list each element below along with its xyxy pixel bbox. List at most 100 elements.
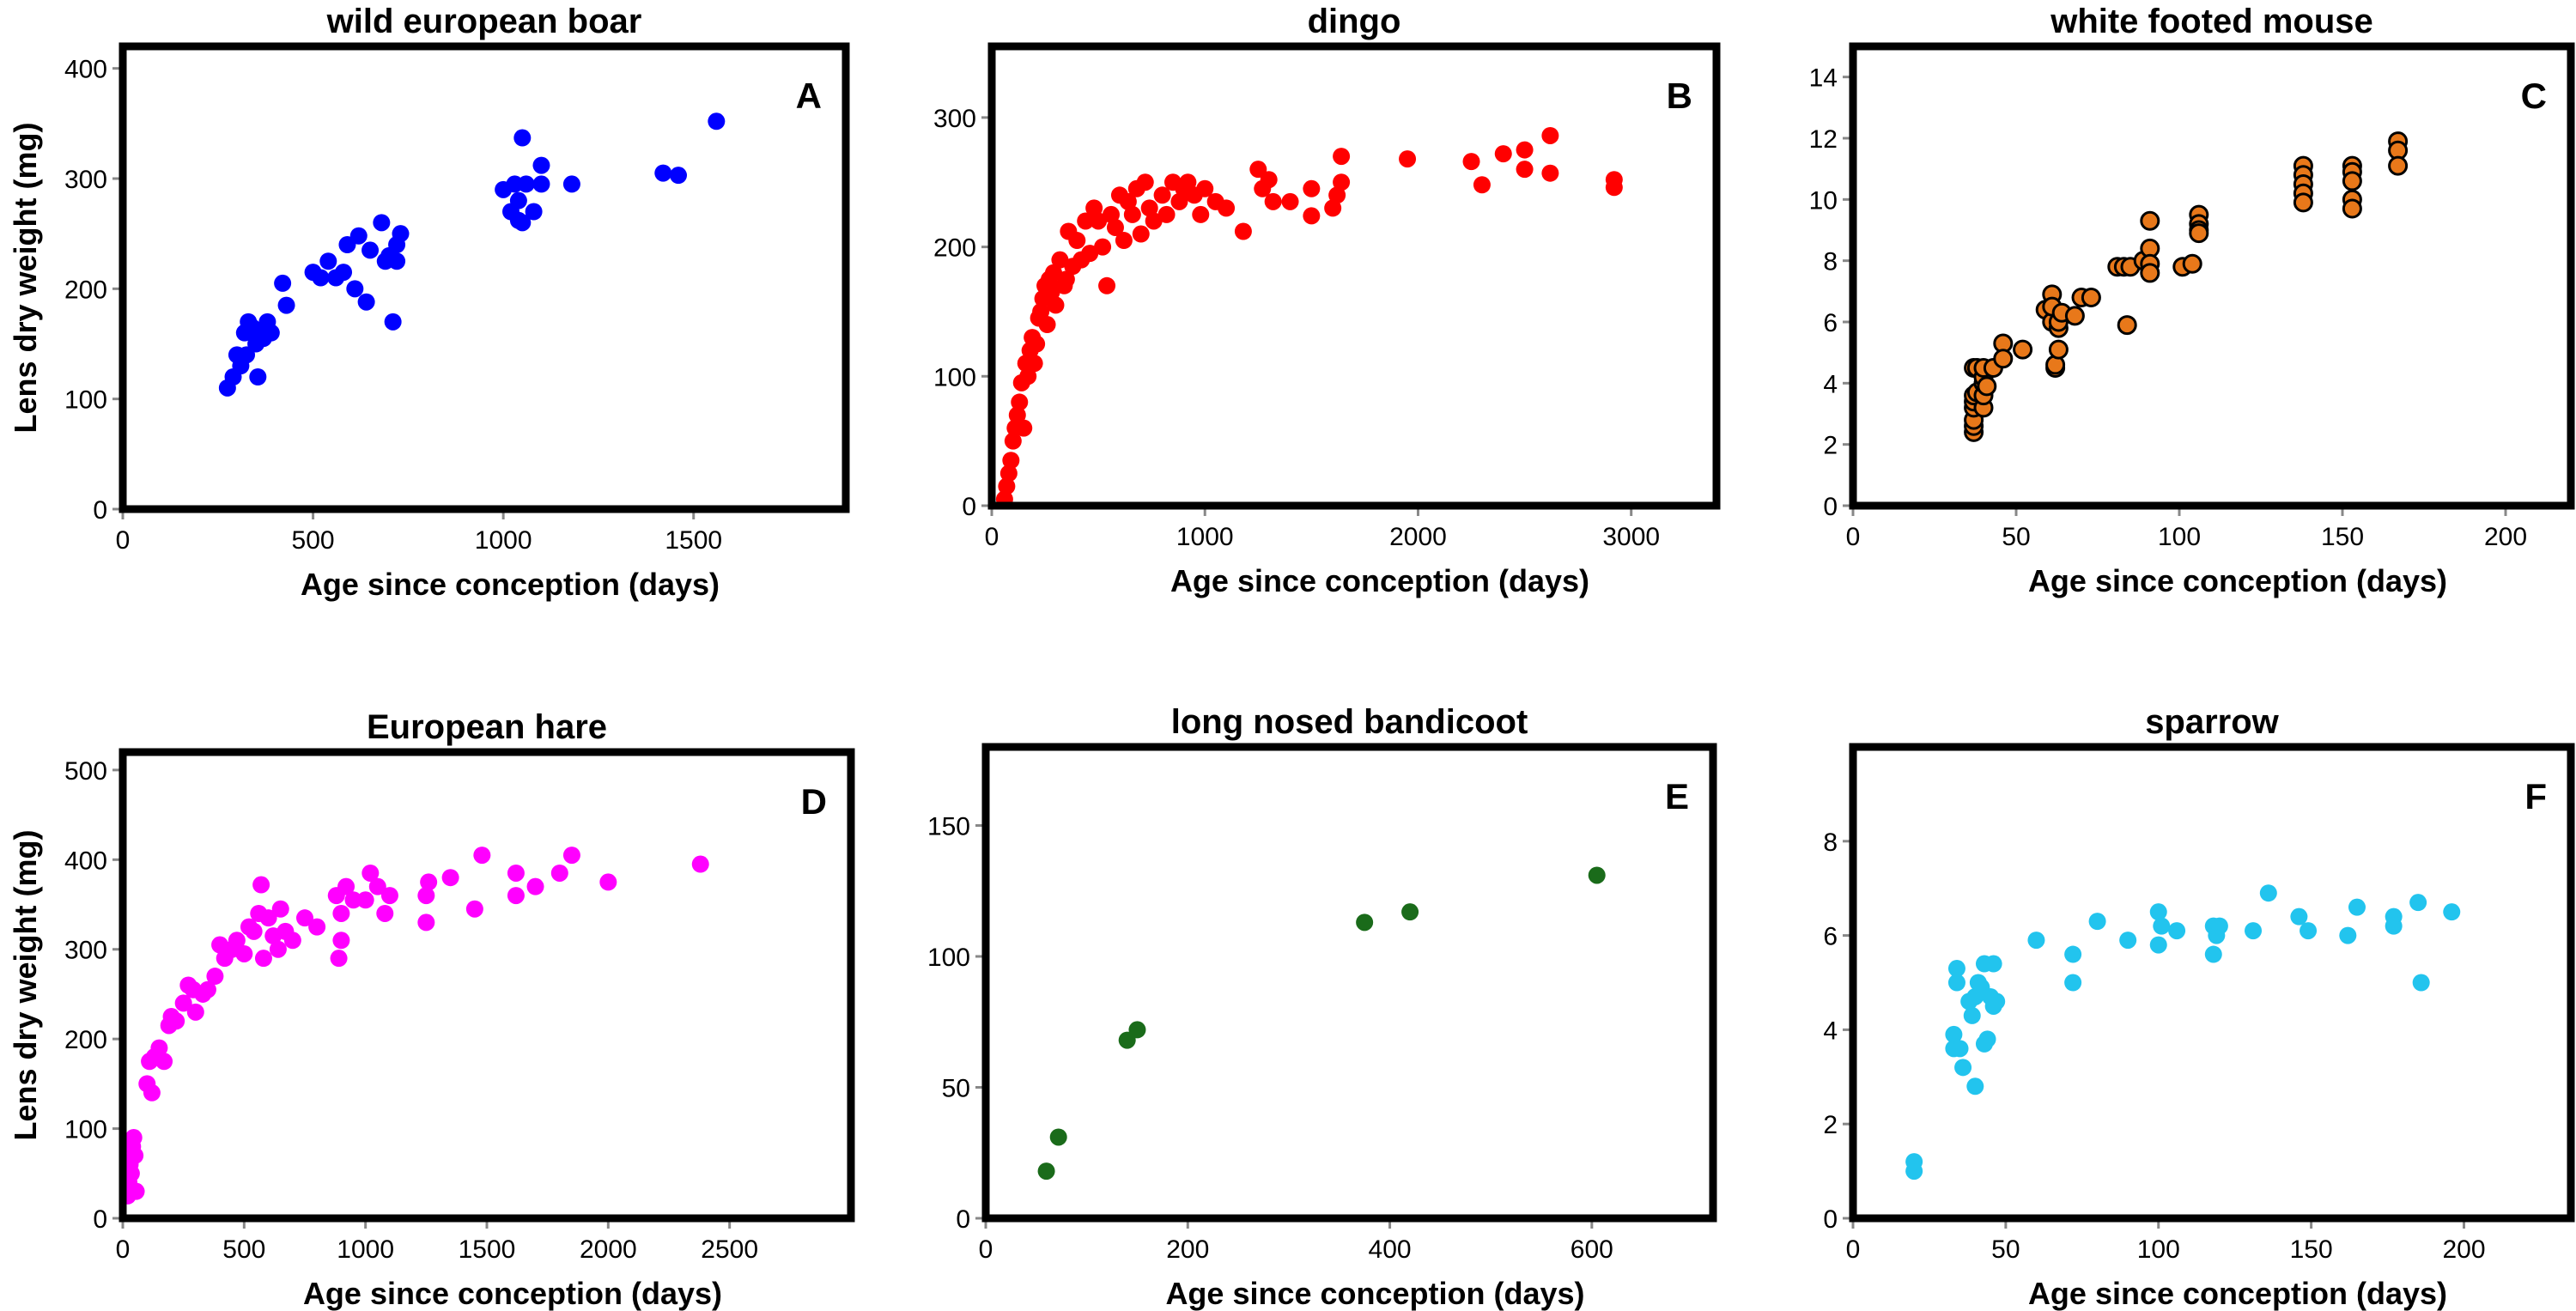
data-point bbox=[2204, 945, 2222, 963]
data-point bbox=[1541, 126, 1559, 144]
data-point bbox=[562, 847, 580, 865]
data-point bbox=[1249, 161, 1267, 179]
data-point bbox=[1170, 192, 1188, 210]
x-tick-label: 600 bbox=[1571, 1235, 1613, 1264]
data-point bbox=[1128, 1021, 1146, 1039]
data-point bbox=[1978, 1030, 1996, 1048]
data-point bbox=[1042, 283, 1060, 301]
data-point bbox=[1963, 1006, 1981, 1024]
data-point bbox=[1119, 192, 1137, 210]
data-point bbox=[550, 864, 568, 882]
data-points bbox=[995, 126, 1623, 508]
data-point bbox=[2342, 171, 2362, 191]
data-point bbox=[319, 252, 337, 270]
data-point bbox=[1085, 199, 1103, 217]
data-point bbox=[2117, 315, 2137, 336]
y-tick-label: 6 bbox=[1823, 309, 1838, 337]
data-point bbox=[380, 887, 398, 905]
y-tick-label: 2 bbox=[1823, 1111, 1838, 1139]
data-point bbox=[167, 1012, 185, 1030]
data-point bbox=[150, 1039, 168, 1057]
y-axis-label: Lens dry weight (mg) bbox=[8, 122, 43, 433]
y-tick-label: 300 bbox=[64, 166, 107, 194]
y-tick-label: 300 bbox=[933, 105, 976, 133]
data-point bbox=[349, 227, 368, 245]
plot-area-frame bbox=[1849, 42, 2575, 510]
y-tick-label: 100 bbox=[64, 1116, 107, 1144]
x-tick-label: 2500 bbox=[701, 1235, 758, 1264]
data-point bbox=[126, 1146, 144, 1164]
data-point bbox=[1103, 205, 1121, 223]
panel-c: white footed mouse 0 50 100 150 200 0 2 4 6 8 10 12 1… bbox=[1809, 3, 2575, 598]
data-point bbox=[2339, 926, 2357, 944]
data-point bbox=[235, 944, 253, 962]
data-point bbox=[1115, 232, 1133, 250]
plot-area-frame bbox=[118, 748, 855, 1223]
data-point bbox=[206, 968, 224, 986]
data-point bbox=[1905, 1153, 1923, 1171]
y-tick-label: 200 bbox=[64, 276, 107, 304]
data-point bbox=[155, 1053, 173, 1071]
data-point bbox=[1025, 355, 1043, 373]
data-points bbox=[1905, 884, 2461, 1181]
panel-letter: A bbox=[796, 76, 822, 116]
data-point bbox=[1002, 452, 1020, 470]
data-point bbox=[999, 464, 1018, 483]
data-point bbox=[262, 324, 280, 342]
data-point bbox=[357, 293, 375, 311]
x-tick-label: 150 bbox=[2321, 523, 2364, 551]
data-point bbox=[1951, 1040, 1969, 1058]
data-point bbox=[1516, 161, 1534, 179]
data-point bbox=[308, 918, 326, 936]
data-point bbox=[1090, 212, 1108, 230]
data-point bbox=[417, 913, 435, 932]
data-point bbox=[473, 847, 491, 865]
data-point bbox=[252, 876, 270, 894]
panel-e: long nosed bandicoot 0 200 400 600 0 50 100 150 E… bbox=[927, 703, 1717, 1311]
data-point bbox=[513, 214, 532, 232]
y-tick-label: 12 bbox=[1809, 125, 1838, 154]
panel-letter: D bbox=[801, 781, 827, 822]
panel-letter: C bbox=[2521, 76, 2547, 116]
data-point bbox=[1234, 222, 1252, 240]
data-point bbox=[228, 932, 246, 950]
data-point bbox=[186, 1003, 204, 1021]
x-tick-label: 1000 bbox=[337, 1235, 394, 1264]
x-axis-label: Age since conception (days) bbox=[1170, 563, 1589, 598]
data-point bbox=[1047, 296, 1065, 314]
panel-title: dingo bbox=[1308, 3, 1401, 40]
y-tick-label: 4 bbox=[1823, 370, 1838, 398]
data-point bbox=[1136, 173, 1154, 191]
data-point bbox=[249, 368, 267, 385]
plot-area-frame bbox=[118, 42, 850, 513]
data-point bbox=[532, 156, 550, 174]
data-point bbox=[332, 904, 350, 922]
data-point bbox=[373, 214, 391, 232]
x-tick-label: 500 bbox=[292, 526, 335, 555]
x-tick-label: 1500 bbox=[665, 526, 722, 555]
x-tick-label: 200 bbox=[1166, 1235, 1209, 1264]
x-tick-label: 1000 bbox=[475, 526, 532, 555]
data-point bbox=[2342, 198, 2362, 219]
data-point bbox=[361, 864, 380, 882]
data-point bbox=[1077, 212, 1095, 230]
x-tick-label: 500 bbox=[222, 1235, 265, 1264]
data-point bbox=[2013, 339, 2033, 360]
y-tick-label: 100 bbox=[933, 363, 976, 391]
data-point bbox=[1153, 186, 1171, 204]
y-tick-label: 50 bbox=[942, 1075, 970, 1103]
x-tick-label: 2000 bbox=[1389, 523, 1447, 551]
data-point bbox=[368, 877, 386, 895]
x-axis-label: Age since conception (days) bbox=[1165, 1276, 1584, 1311]
data-point bbox=[562, 175, 580, 193]
data-point bbox=[2388, 155, 2409, 176]
data-point bbox=[2048, 339, 2069, 360]
data-point bbox=[1333, 173, 1351, 191]
panel-letter: B bbox=[1667, 76, 1692, 116]
data-point bbox=[1541, 164, 1559, 182]
data-point bbox=[1106, 218, 1124, 236]
panel-b: dingo 0 1000 2000 3000 0 100 200 300 B Age since c… bbox=[933, 3, 1721, 598]
panel-letter: E bbox=[1665, 776, 1689, 816]
panel-a: wild european boar 0 500 1000 1500 0 100 200 300… bbox=[8, 3, 850, 602]
data-point bbox=[127, 1182, 145, 1200]
